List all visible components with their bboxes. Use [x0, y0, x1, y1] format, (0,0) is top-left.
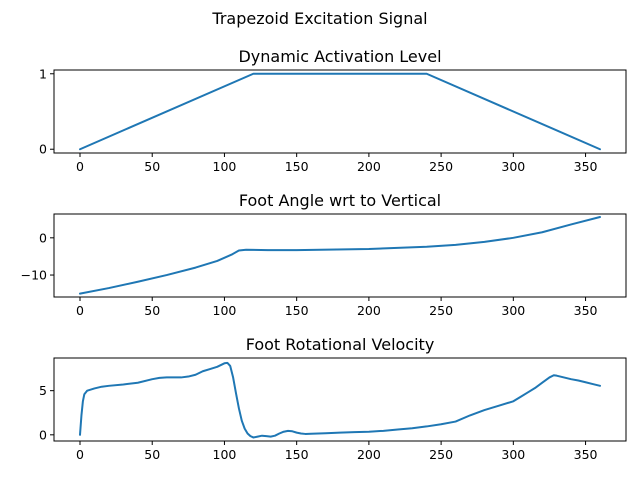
- subplot-activation-title: Dynamic Activation Level: [238, 47, 441, 66]
- activation-xtick-label-2: 100: [213, 159, 237, 174]
- activation-xtick-label-7: 350: [574, 159, 598, 174]
- foot-angle-xtick-label-1: 50: [144, 303, 160, 318]
- subplot-activation-plot: 0 50 100 150 200 250 300 350 0 1: [39, 66, 627, 174]
- activation-xtick-label-6: 300: [501, 159, 525, 174]
- foot-velocity-xtick-label-1: 50: [144, 447, 160, 462]
- foot-velocity-xtick-label-4: 200: [357, 447, 381, 462]
- foot-angle-xtick-label-6: 300: [501, 303, 525, 318]
- foot-angle-xtick-label-7: 350: [574, 303, 598, 318]
- subplot-foot-angle-plot: 0 50 100 150 200 250 300 350 −10 0: [21, 213, 627, 318]
- activation-axes-frame: [53, 69, 627, 154]
- activation-xtick-label-3: 150: [285, 159, 309, 174]
- foot-velocity-xtick-label-0: 0: [76, 447, 84, 462]
- foot-velocity-xtick-label-2: 100: [213, 447, 237, 462]
- foot-angle-xtick-label-3: 150: [285, 303, 309, 318]
- subplot-foot-angle-title: Foot Angle wrt to Vertical: [239, 191, 441, 210]
- foot-angle-series-line-0: [79, 215, 601, 295]
- activation-ytick-label-0: 0: [39, 142, 47, 157]
- activation-xtick-label-0: 0: [76, 159, 84, 174]
- foot-velocity-xtick-label-6: 300: [501, 447, 525, 462]
- activation-series-line-0: [79, 72, 601, 151]
- foot-angle-ytick-label-1: 0: [39, 230, 47, 245]
- figure-suptitle: Trapezoid Excitation Signal: [211, 9, 427, 28]
- subplot-foot-velocity: Foot Rotational Velocity 0 50 100 150 200 250…: [39, 335, 627, 462]
- foot-angle-axes-frame: [53, 213, 627, 298]
- activation-xtick-label-1: 50: [144, 159, 160, 174]
- foot-velocity-series-line-0: [79, 361, 601, 439]
- foot-velocity-ytick-label-0: 0: [39, 427, 47, 442]
- foot-velocity-ytick-label-1: 5: [39, 383, 47, 398]
- subplot-foot-velocity-plot: 0 50 100 150 200 250 300 350 0 5: [39, 357, 627, 462]
- foot-velocity-axes-frame: [53, 357, 627, 442]
- foot-velocity-xtick-label-5: 250: [429, 447, 453, 462]
- activation-xtick-label-4: 200: [357, 159, 381, 174]
- foot-angle-xtick-label-5: 250: [429, 303, 453, 318]
- foot-angle-xtick-label-2: 100: [213, 303, 237, 318]
- subplot-foot-angle: Foot Angle wrt to Vertical 0 50 100 150 200 2…: [21, 191, 627, 318]
- activation-ytick-label-1: 1: [39, 66, 47, 81]
- subplot-activation: Dynamic Activation Level 0 50 100 150 200 250…: [39, 47, 627, 174]
- activation-xtick-label-5: 250: [429, 159, 453, 174]
- foot-angle-xtick-label-4: 200: [357, 303, 381, 318]
- foot-velocity-xtick-label-7: 350: [574, 447, 598, 462]
- foot-angle-xtick-label-0: 0: [76, 303, 84, 318]
- foot-velocity-xtick-label-3: 150: [285, 447, 309, 462]
- foot-angle-ytick-label-0: −10: [21, 268, 47, 283]
- subplot-foot-velocity-title: Foot Rotational Velocity: [246, 335, 435, 354]
